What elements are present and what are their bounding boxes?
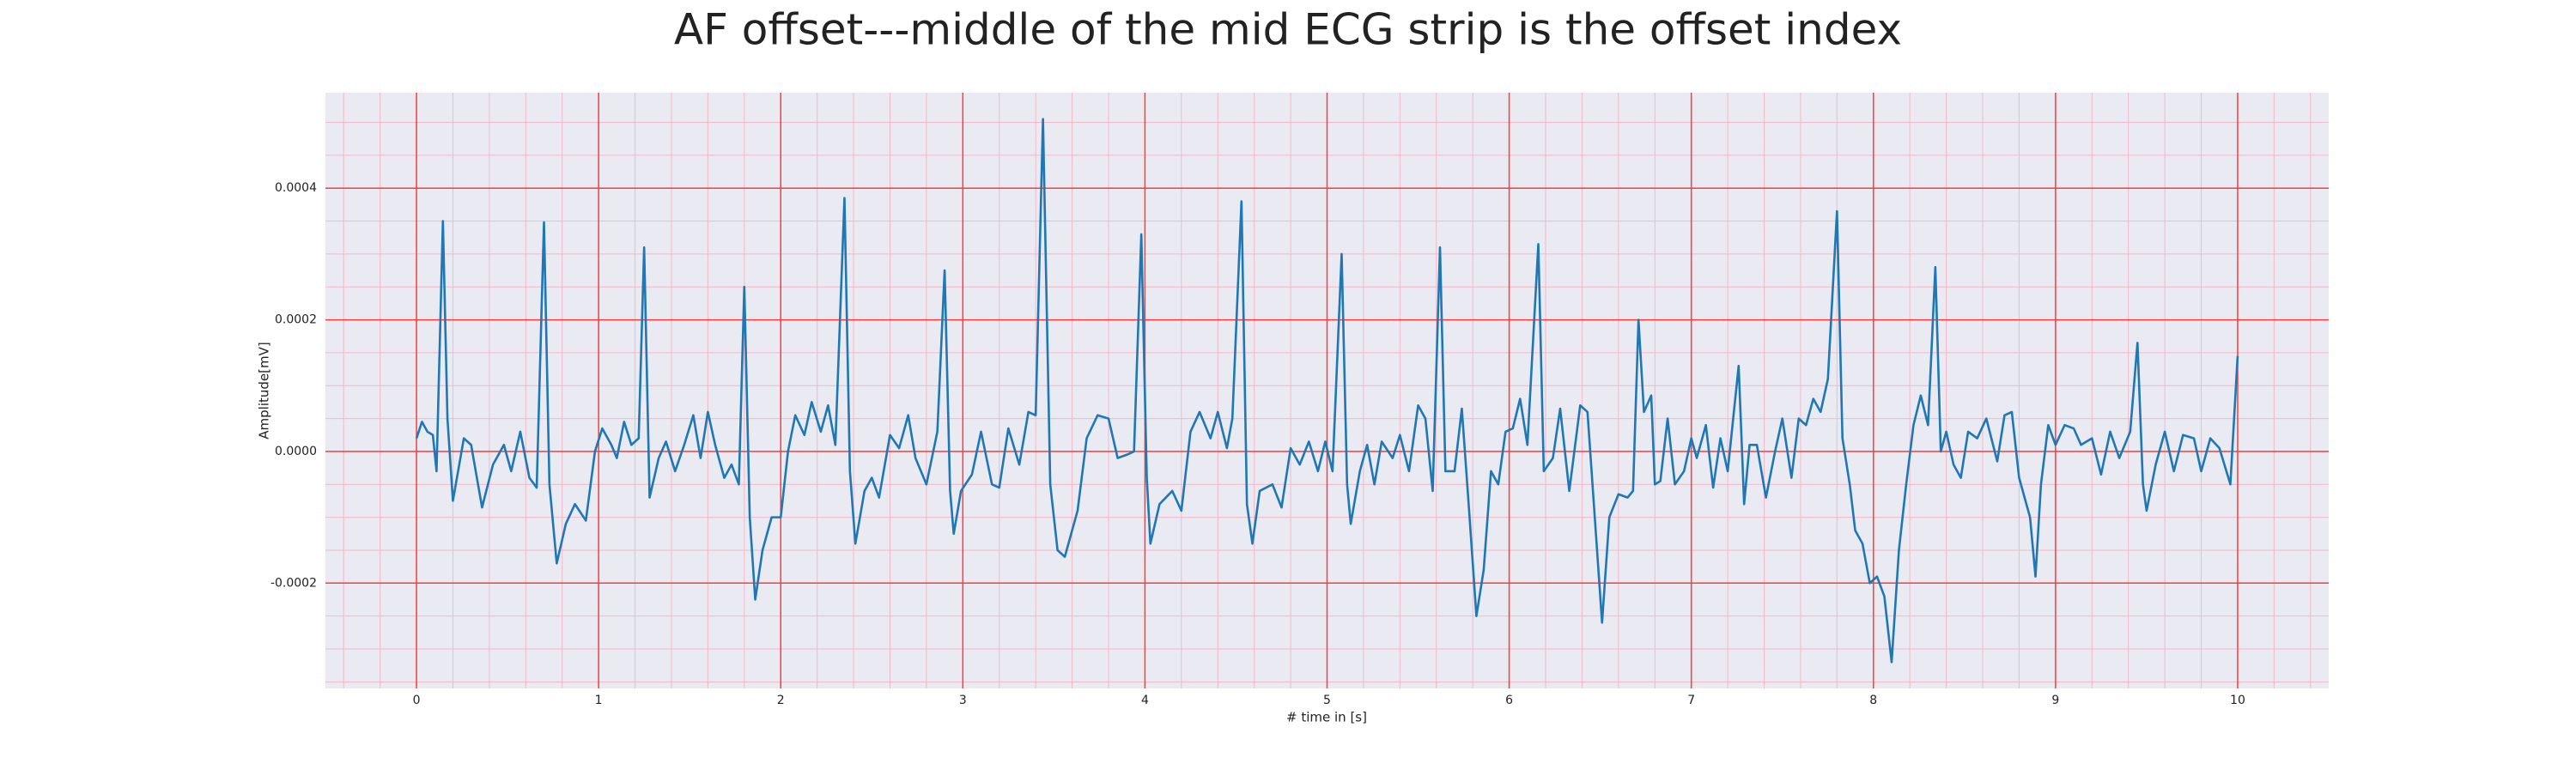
x-tick-label: 3 — [959, 694, 967, 707]
x-tick-label: 7 — [1687, 694, 1695, 707]
y-tick-label: 0.0004 — [275, 181, 317, 195]
y-tick-label: 0.0000 — [275, 445, 317, 458]
ecg-line — [415, 118, 2239, 664]
y-tick-label: 0.0002 — [275, 313, 317, 327]
chart-title: AF offset---middle of the mid ECG strip … — [674, 5, 1902, 55]
x-tick-label: 0 — [413, 694, 421, 707]
x-tick-label: 9 — [2051, 694, 2059, 707]
x-axis-label: # time in [s] — [1286, 710, 1367, 725]
y-tick-label: -0.0002 — [270, 576, 317, 590]
x-tick-label: 5 — [1323, 694, 1331, 707]
x-tick-label: 10 — [2230, 694, 2245, 707]
x-tick-label: 8 — [1869, 694, 1877, 707]
x-tick-label: 6 — [1505, 694, 1513, 707]
x-tick-label: 2 — [777, 694, 785, 707]
x-tick-label: 4 — [1141, 694, 1149, 707]
y-axis-label: Amplitude[mV] — [257, 342, 272, 439]
x-tick-label: 1 — [595, 694, 603, 707]
